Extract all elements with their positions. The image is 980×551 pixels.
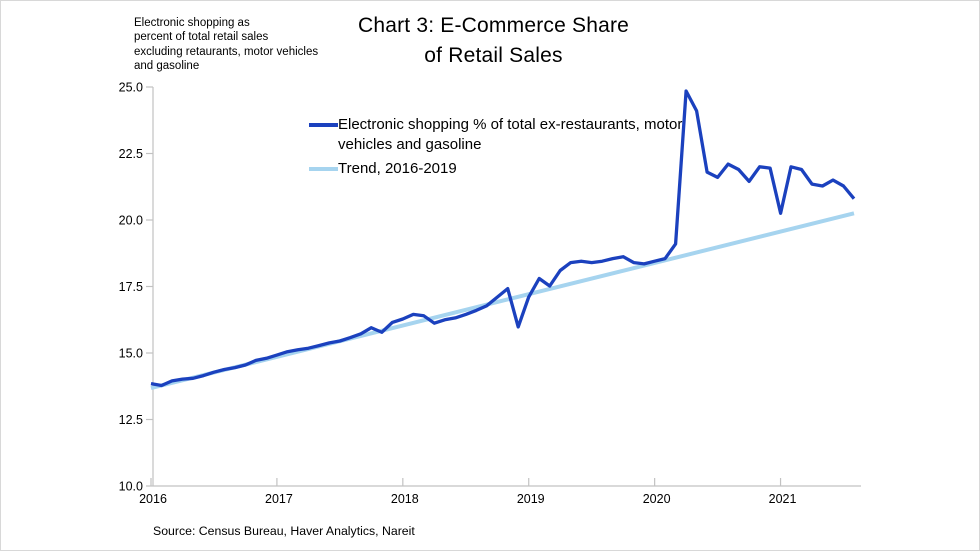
x-axis-label: 2018 [391, 492, 419, 506]
y-axis-label: 12.5 [119, 413, 143, 427]
series-line-swatch [309, 123, 338, 127]
series-line [150, 89, 856, 388]
legend: Electronic shopping % of total ex-restau… [309, 115, 696, 179]
legend-label-series: Electronic shopping % of total ex-restau… [338, 116, 683, 153]
y-axis-label: 17.5 [119, 280, 143, 294]
x-axis-label: 2019 [517, 492, 545, 506]
chart-title-line1: Chart 3: E-Commerce Share [357, 14, 630, 37]
y-axis-note: Electronic shopping as percent of total … [134, 17, 319, 72]
legend-label-trend: Trend, 2016-2019 [338, 160, 457, 177]
y-axis-label: 25.0 [119, 80, 143, 94]
y-axis-label: 22.5 [119, 147, 143, 161]
x-axis-label: 2016 [139, 492, 167, 506]
y-axis-label: 15.0 [119, 346, 143, 360]
chart-title: Chart 3: E-Commerce Share of Retail Sale… [301, 11, 686, 71]
y-axis-label: 20.0 [119, 213, 143, 227]
x-axis-label: 2020 [643, 492, 671, 506]
legend-item-series: Electronic shopping % of total ex-restau… [309, 115, 696, 154]
source-text: Source: Census Bureau, Haver Analytics, … [153, 524, 415, 538]
trend-line-swatch [309, 167, 338, 171]
y-axis-label: 10.0 [119, 479, 143, 493]
legend-item-trend: Trend, 2016-2019 [309, 159, 696, 179]
x-axis-label: 2021 [769, 492, 797, 506]
chart-title-line2: of Retail Sales [424, 44, 563, 67]
x-axis-label: 2017 [265, 492, 293, 506]
